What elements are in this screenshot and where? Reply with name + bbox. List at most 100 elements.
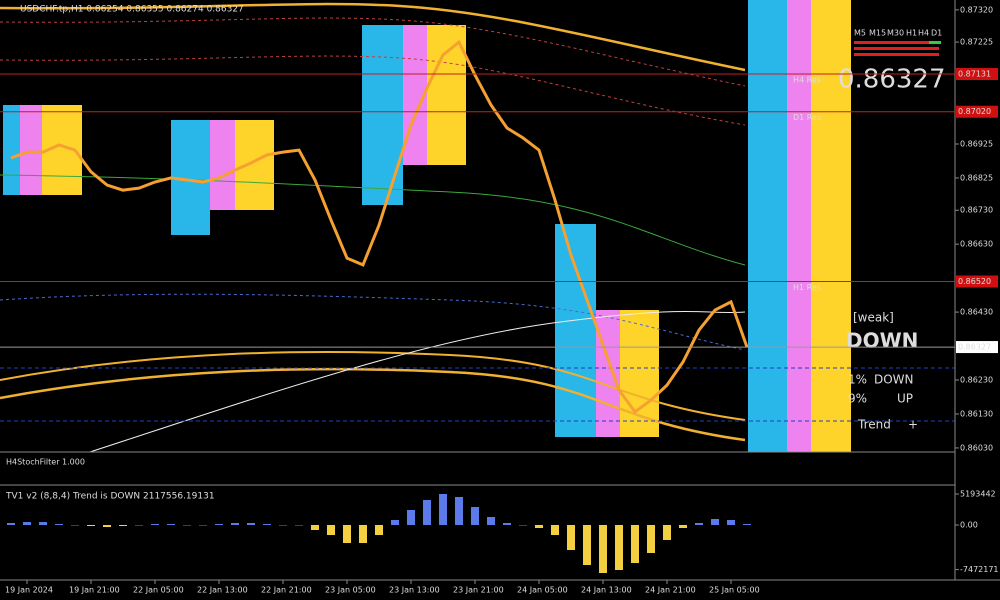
price-line	[10, 39, 749, 415]
level-tag	[956, 105, 998, 118]
x-tick-label: 25 Jan 05:00	[709, 586, 760, 595]
x-tick-label: 22 Jan 05:00	[133, 586, 184, 595]
osc-bar	[727, 520, 735, 525]
tf-label: M15	[869, 29, 886, 38]
osc-bar	[103, 525, 111, 527]
osc-bar	[55, 524, 63, 525]
y-tick-label: 5193442	[960, 489, 996, 498]
filter-stripes	[5, 454, 312, 483]
y-tick-label: 0.86230	[960, 376, 993, 385]
osc-bar	[295, 525, 303, 526]
y-tick-label: 0.86925	[960, 139, 993, 148]
osc-bar	[551, 525, 559, 535]
osc-bar	[423, 500, 431, 525]
filter-stripes	[535, 454, 748, 483]
y-tick-label: 0.86825	[960, 173, 993, 182]
level-name: H1 Res	[793, 283, 821, 292]
osc-bar	[167, 524, 175, 525]
y-tick-label: 0.00	[960, 521, 978, 530]
osc-bar	[407, 510, 415, 525]
osc-bar	[215, 524, 223, 525]
osc-bar	[327, 525, 335, 535]
x-tick-label: 24 Jan 13:00	[581, 586, 632, 595]
level-tag	[956, 68, 998, 81]
osc-bar	[359, 525, 367, 543]
y-tick-label: 0.86730	[960, 206, 993, 215]
row-pct: 9%	[848, 392, 867, 406]
osc-bar	[279, 525, 287, 526]
filter-label: H4StochFilter 1.000	[6, 458, 85, 467]
osc-bar	[311, 525, 319, 530]
filter-stripes	[312, 454, 410, 483]
y-tick-label: 0.86630	[960, 240, 993, 249]
osc-bar	[87, 525, 95, 526]
price-tag-label: 0.86327	[958, 343, 991, 352]
x-tick-label: 23 Jan 13:00	[389, 586, 440, 595]
tf-label: M30	[887, 29, 904, 38]
osc-bar	[7, 523, 15, 525]
osc-bar	[231, 523, 239, 525]
level-name: D1 Res	[793, 113, 821, 122]
signal-boxes	[3, 0, 851, 452]
oscillator-title: TV1 v2 (8,8,4) Trend is DOWN 2117556.191…	[5, 492, 215, 502]
osc-bar	[711, 519, 719, 525]
level-tag-label: 0.87131	[958, 70, 991, 79]
osc-bar	[487, 517, 495, 525]
osc-bar	[743, 524, 751, 525]
y-tick-label: 0.87320	[960, 5, 993, 14]
osc-bar	[535, 525, 543, 528]
osc-bar	[647, 525, 655, 553]
y-tick-label: 0.86130	[960, 409, 993, 418]
osc-bar	[343, 525, 351, 543]
x-tick-label: 24 Jan 21:00	[645, 586, 696, 595]
direction: DOWN	[846, 329, 918, 353]
tf-label: H4	[918, 29, 929, 38]
x-tick-label: 19 Jan 21:00	[69, 586, 120, 595]
y-tick-label: 0.86030	[960, 443, 993, 452]
tf-label: H1	[906, 29, 917, 38]
x-tick-label: 23 Jan 21:00	[453, 586, 504, 595]
level-tag	[956, 275, 998, 288]
x-tick-label: 22 Jan 21:00	[261, 586, 312, 595]
strength: [weak]	[853, 311, 894, 325]
row-pct: 1%	[848, 373, 867, 387]
trend-label: Trend	[857, 418, 891, 432]
osc-bar	[135, 525, 143, 526]
osc-bar	[391, 520, 399, 525]
osc-bar	[263, 524, 271, 525]
trend-sign: +	[908, 418, 918, 432]
level-tag-label: 0.87020	[958, 107, 991, 116]
osc-bar	[39, 522, 47, 525]
osc-bar	[471, 507, 479, 525]
osc-bar	[183, 525, 191, 526]
y-tick-label: -7472171	[960, 565, 999, 574]
osc-bar	[695, 523, 703, 525]
osc-bar	[503, 523, 511, 525]
osc-bar	[247, 523, 255, 525]
x-tick-label: 24 Jan 05:00	[517, 586, 568, 595]
osc-bar	[599, 525, 607, 573]
tf-bars	[854, 41, 941, 56]
osc-bar	[519, 525, 527, 526]
current-price-big: 0.86327	[838, 65, 946, 95]
level-name: H4 Res	[793, 76, 821, 85]
x-tick-label: 19 Jan 2024	[5, 586, 53, 595]
osc-bar	[119, 525, 127, 526]
osc-bar	[151, 524, 159, 525]
osc-bar	[631, 525, 639, 563]
osc-bar	[455, 497, 463, 525]
y-tick-label: 0.86430	[960, 308, 993, 317]
filter-stripes	[410, 454, 535, 483]
price-tag	[956, 341, 998, 354]
osc-bar	[663, 525, 671, 540]
bands	[0, 2, 746, 453]
osc-bar	[567, 525, 575, 550]
osc-bar	[199, 525, 207, 526]
y-tick-label: 0.87225	[960, 38, 993, 47]
osc-bar	[615, 525, 623, 570]
osc-bar	[679, 525, 687, 528]
osc-bar	[23, 522, 31, 525]
row-dir: UP	[897, 392, 913, 406]
